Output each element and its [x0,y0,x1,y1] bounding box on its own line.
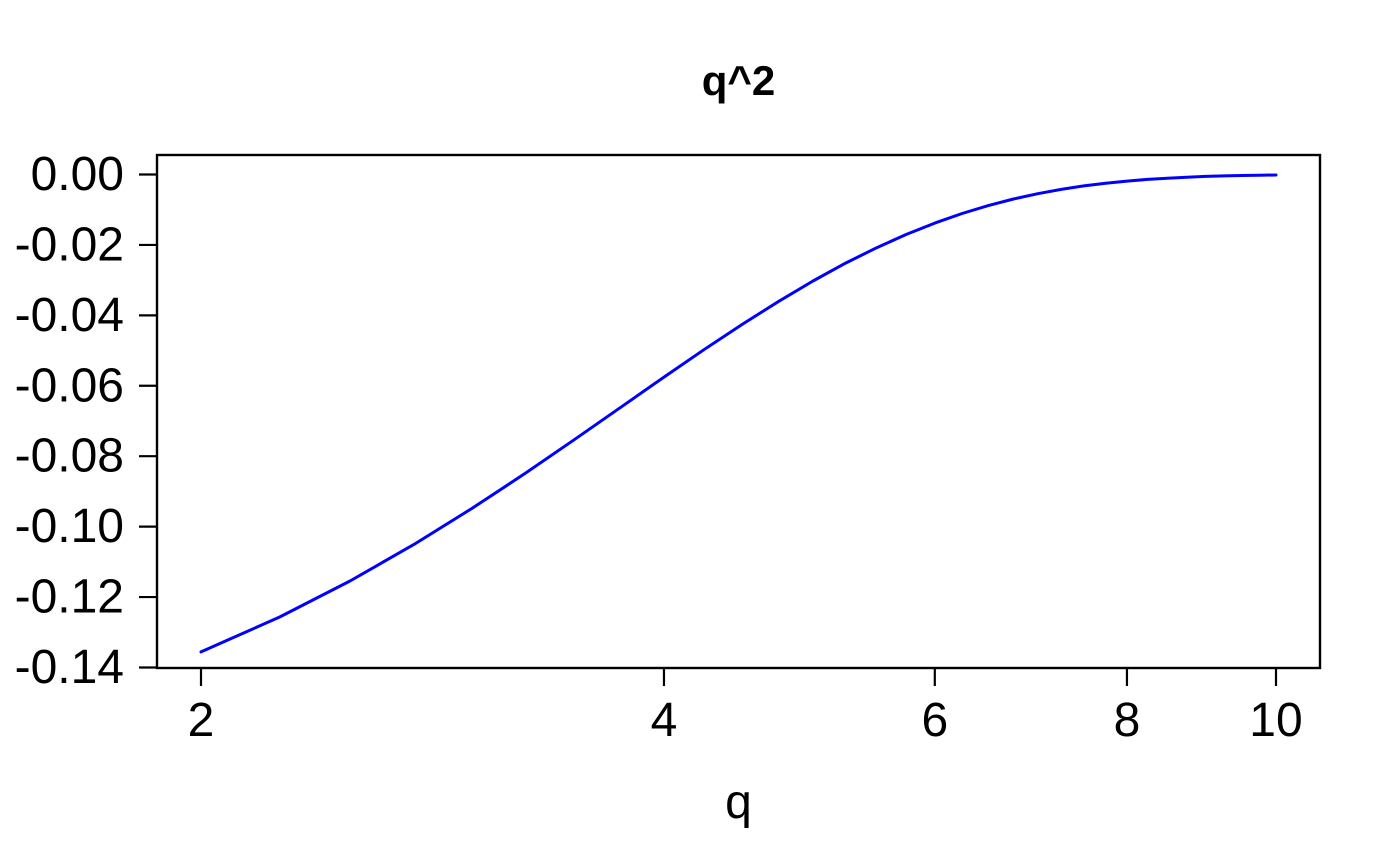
x-tick-label: 2 [188,694,215,747]
x-tick-label: 4 [651,694,678,747]
x-tick-label: 8 [1114,694,1141,747]
y-tick-label: -0.02 [15,218,124,271]
y-tick-label: 0.00 [31,148,124,201]
y-tick-label: -0.08 [15,430,124,483]
chart-title: q^2 [701,57,776,104]
y-tick-label: -0.14 [15,641,124,694]
plot-box [155,153,1322,670]
y-tick-label: -0.06 [15,359,124,412]
data-curve [199,173,1278,654]
y-tick-label: -0.12 [15,571,124,624]
x-axis-label: q [725,776,752,829]
y-tick-label: -0.10 [15,500,124,553]
x-tick-label: 6 [921,694,948,747]
x-tick-label: 10 [1249,694,1302,747]
y-tick-label: -0.04 [15,289,124,342]
